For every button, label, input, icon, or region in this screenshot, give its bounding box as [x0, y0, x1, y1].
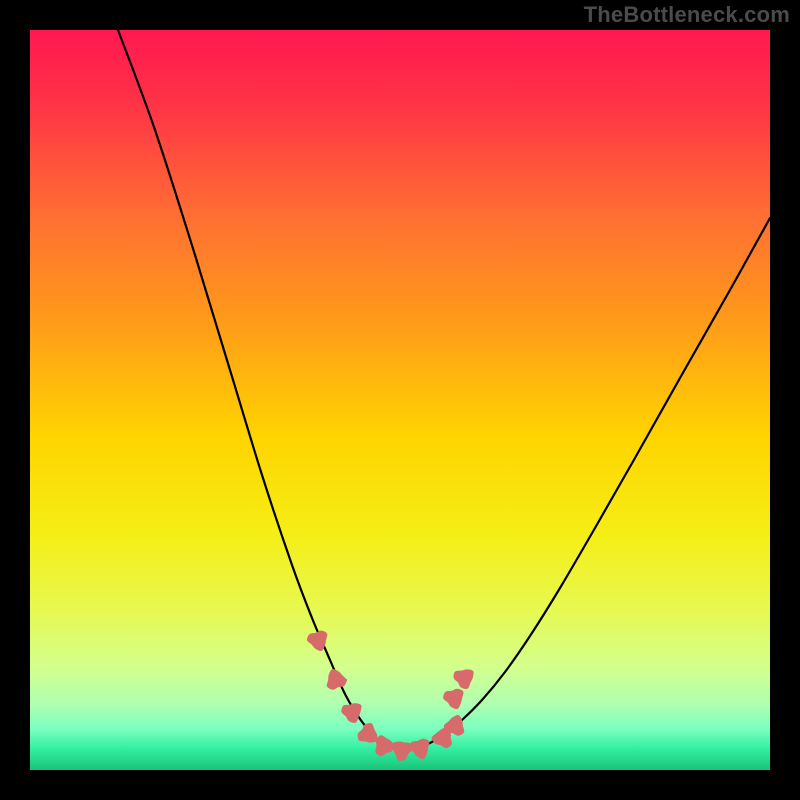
- watermark-text: TheBottleneck.com: [584, 2, 790, 28]
- bottleneck-chart: [0, 0, 800, 800]
- gradient-background: [30, 30, 770, 770]
- chart-stage: TheBottleneck.com: [0, 0, 800, 800]
